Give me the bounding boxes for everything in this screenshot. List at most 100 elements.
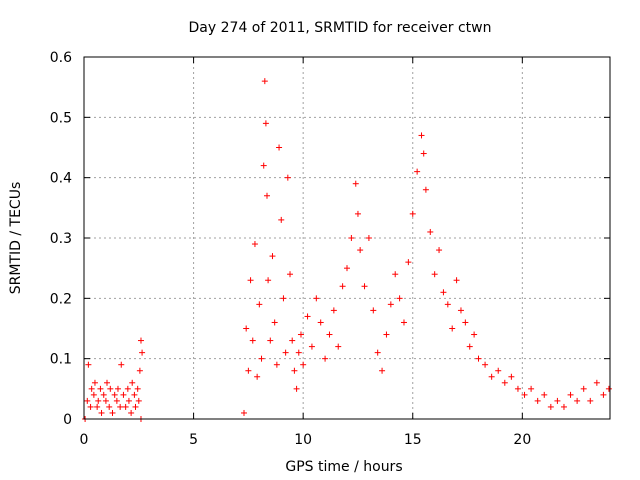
data-point (466, 343, 473, 350)
data-point (514, 385, 521, 392)
data-point (284, 174, 291, 181)
data-point (396, 295, 403, 302)
data-point (94, 403, 101, 410)
data-point (444, 301, 451, 308)
data-point (521, 391, 528, 398)
data-point (260, 162, 267, 169)
data-point (457, 307, 464, 314)
data-point (295, 349, 302, 356)
data-point (330, 307, 337, 314)
data-point (326, 331, 333, 338)
x-tick-label: 5 (189, 432, 198, 448)
data-point (379, 367, 386, 374)
y-axis-label: SRMTID / TECUs (8, 182, 24, 295)
data-point (567, 391, 574, 398)
data-point (400, 319, 407, 326)
data-point (580, 385, 587, 392)
data-point (254, 373, 261, 380)
data-point (392, 271, 399, 278)
data-point (547, 403, 554, 410)
data-point (488, 373, 495, 380)
x-tick-label: 20 (513, 432, 531, 448)
data-point (317, 319, 324, 326)
data-point (273, 361, 280, 368)
data-point (117, 403, 124, 410)
data-point (91, 379, 98, 386)
data-point (125, 397, 132, 404)
data-point (593, 379, 600, 386)
data-point (95, 397, 102, 404)
data-point (87, 403, 94, 410)
data-point (114, 385, 121, 392)
data-point (357, 247, 364, 254)
data-point (265, 277, 272, 284)
data-point (282, 349, 289, 356)
data-point (245, 367, 252, 374)
data-point (414, 168, 421, 175)
data-point (354, 210, 361, 217)
data-point (124, 385, 131, 392)
data-point (405, 259, 412, 266)
data-point (111, 391, 118, 398)
data-point (348, 235, 355, 241)
data-point (436, 247, 443, 254)
data-point (287, 271, 294, 278)
data-point (106, 403, 113, 410)
data-point (136, 367, 143, 374)
data-point (269, 253, 276, 260)
data-point (313, 295, 320, 302)
data-point (300, 361, 307, 368)
x-tick-label: 15 (404, 432, 422, 448)
data-point (365, 235, 372, 241)
data-point (128, 409, 135, 416)
plot-frame (83, 56, 611, 420)
data-point (251, 241, 258, 248)
data-point (102, 397, 109, 404)
data-point (134, 385, 141, 392)
data-point (88, 385, 95, 392)
data-point (267, 337, 274, 344)
data-point (600, 391, 607, 398)
data-point (409, 210, 416, 217)
data-point (449, 325, 456, 332)
data-point (304, 313, 311, 320)
data-point (131, 391, 138, 398)
data-point (278, 216, 285, 223)
data-point (541, 391, 548, 398)
data-point (374, 349, 381, 356)
data-point (387, 301, 394, 308)
y-tick-label: 0.1 (50, 352, 72, 368)
data-point (339, 283, 346, 290)
data-point (90, 391, 97, 398)
data-point (262, 120, 269, 127)
data-point (261, 78, 268, 85)
data-point (574, 397, 581, 404)
data-point (554, 397, 561, 404)
data-point (361, 283, 368, 290)
data-point (420, 150, 427, 157)
data-point (482, 361, 489, 368)
y-tick-label: 0.5 (50, 110, 72, 126)
data-point (291, 367, 298, 374)
y-tick-label: 0 (63, 412, 72, 428)
data-point (240, 409, 247, 416)
data-point (528, 385, 535, 392)
data-point (335, 343, 342, 350)
data-point (137, 337, 144, 344)
data-point (495, 367, 502, 374)
data-point (508, 373, 515, 380)
data-point (383, 331, 390, 338)
data-point (258, 355, 265, 362)
data-point (135, 397, 142, 404)
y-tick-label: 0.3 (50, 231, 72, 247)
data-point (97, 385, 104, 392)
data-point (271, 319, 278, 326)
data-point (440, 289, 447, 296)
data-point (475, 355, 482, 362)
data-point (422, 186, 429, 193)
data-point (587, 397, 594, 404)
data-point (453, 277, 460, 284)
grid-lines (84, 57, 610, 419)
data-point (308, 343, 315, 350)
